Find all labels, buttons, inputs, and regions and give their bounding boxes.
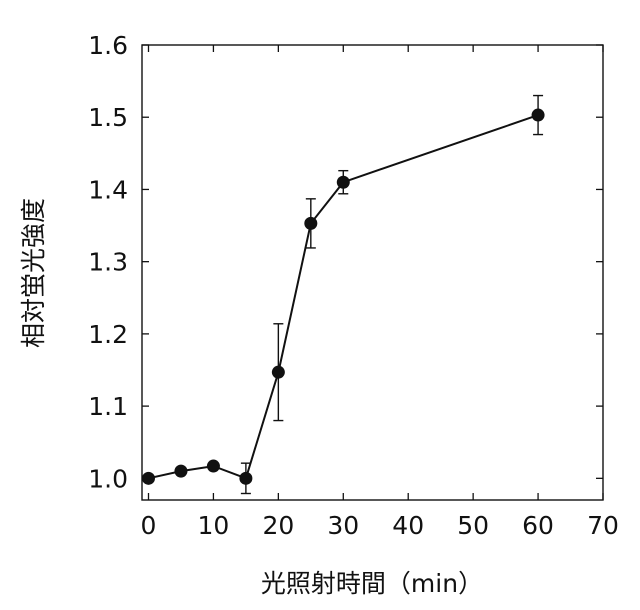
data-point <box>531 108 545 122</box>
plot-frame <box>141 44 604 501</box>
y-axis-title: 相対蛍光強度 <box>19 198 48 348</box>
data-point <box>239 471 253 485</box>
x-axis-ticks: 0 10 20 30 40 50 60 70 <box>141 45 619 540</box>
y-tick-label: 1.4 <box>88 175 128 204</box>
y-tick-label: 1.2 <box>88 320 128 349</box>
x-tick-label: 50 <box>457 511 489 540</box>
y-tick-label: 1.0 <box>88 464 128 493</box>
data-point <box>271 365 285 379</box>
data-point <box>336 175 350 189</box>
y-tick-label: 1.6 <box>88 31 128 60</box>
x-tick-label: 0 <box>141 511 157 540</box>
data-point <box>141 471 155 485</box>
x-tick-label: 60 <box>522 511 554 540</box>
y-tick-label: 1.5 <box>88 103 128 132</box>
data-point <box>206 459 220 473</box>
y-tick-label: 1.3 <box>88 248 128 277</box>
data-point <box>174 464 188 478</box>
data-point <box>304 216 318 230</box>
y-tick-label: 1.1 <box>88 392 128 421</box>
x-tick-label: 10 <box>198 511 230 540</box>
series-layer <box>141 94 545 495</box>
y-axis-ticks: 1.0 1.1 1.2 1.3 1.4 1.5 1.6 <box>88 31 603 493</box>
x-tick-label: 70 <box>587 511 619 540</box>
x-tick-label: 40 <box>392 511 424 540</box>
series-line <box>148 114 539 480</box>
x-tick-label: 30 <box>327 511 359 540</box>
x-tick-label: 20 <box>262 511 294 540</box>
x-axis-title: 光照射時間（min） <box>261 569 483 598</box>
